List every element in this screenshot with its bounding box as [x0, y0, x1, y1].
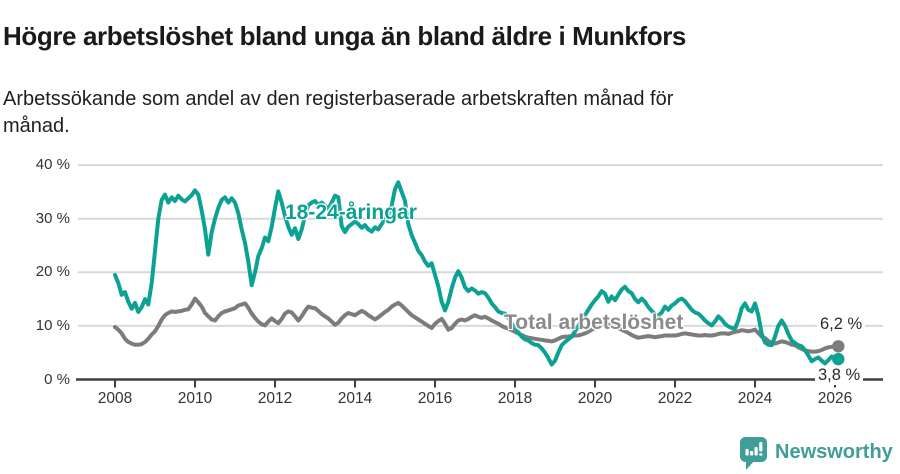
- y-tick-label: 10 %: [35, 316, 70, 334]
- chart-subtitle: Arbetssökande som andel av den registerb…: [3, 88, 674, 137]
- x-tick-label: 2022: [657, 390, 693, 407]
- x-tick-label: 2020: [577, 390, 613, 407]
- series-end-dot: [832, 340, 845, 353]
- y-tick-label: 0 %: [44, 370, 70, 388]
- series-label-young: 18-24-åringar: [285, 201, 417, 224]
- y-tick-label: 40 %: [35, 156, 70, 174]
- series-line: [113, 180, 841, 367]
- end-value-label-young: 3,8 %: [815, 366, 864, 385]
- y-tick-label: 20 %: [35, 263, 70, 281]
- newsworthy-logo-icon: [740, 437, 767, 470]
- newsworthy-brand-text: Newsworthy: [775, 441, 893, 463]
- series-end-dot: [832, 352, 845, 366]
- series-label-total: Total arbetslöshet: [504, 311, 684, 334]
- x-tick-label: 2008: [97, 390, 133, 407]
- page-title: Högre arbetslöshet bland unga än bland ä…: [3, 21, 686, 52]
- y-tick-label: 30 %: [35, 209, 70, 227]
- x-tick-label: 2026: [817, 390, 853, 407]
- x-tick-label: 2012: [257, 390, 293, 407]
- x-tick-label: 2016: [417, 390, 453, 407]
- x-tick-label: 2024: [737, 390, 773, 407]
- series-line: [113, 296, 841, 354]
- x-tick-label: 2014: [337, 390, 373, 407]
- end-value-label-total: 6,2 %: [817, 315, 866, 334]
- x-tick-label: 2010: [177, 390, 213, 407]
- x-tick-label: 2018: [497, 390, 533, 407]
